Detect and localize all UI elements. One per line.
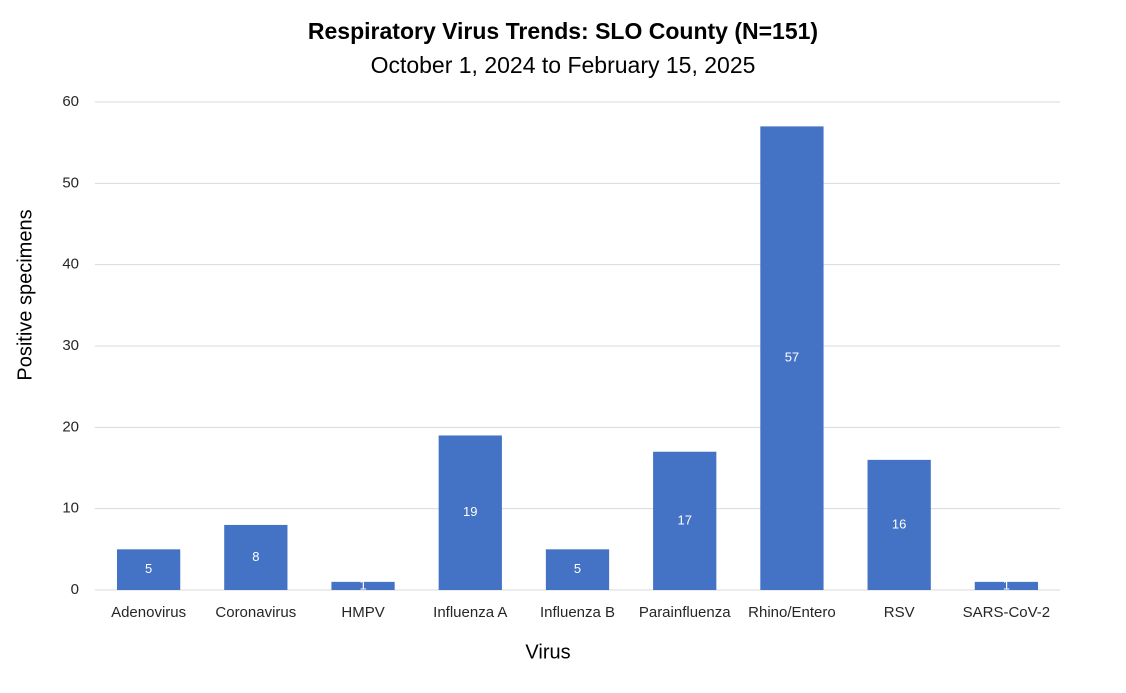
data-label: 57 <box>785 350 799 365</box>
y-tick-label: 20 <box>62 418 79 435</box>
x-tick-label: SARS-CoV-2 <box>963 604 1051 621</box>
x-tick-label: Coronavirus <box>215 604 296 621</box>
x-tick-label: Adenovirus <box>111 604 186 621</box>
x-tick-label: RSV <box>884 604 915 621</box>
data-label: 8 <box>252 549 259 564</box>
y-tick-label: 40 <box>62 256 79 273</box>
y-tick-label: 30 <box>62 337 79 354</box>
bar <box>653 451 717 590</box>
x-tick-label: HMPV <box>341 604 384 621</box>
bar <box>438 435 502 590</box>
bar <box>545 549 610 590</box>
bar <box>116 549 181 590</box>
bar <box>974 581 1039 590</box>
y-tick-label: 50 <box>62 174 79 191</box>
x-tick-label: Influenza B <box>540 604 615 621</box>
chart-subtitle: October 1, 2024 to February 15, 2025 <box>371 52 756 78</box>
x-tick-label: Influenza A <box>433 604 507 621</box>
bar <box>867 459 931 590</box>
bar <box>224 524 288 590</box>
data-label: 19 <box>463 504 477 519</box>
data-label: 1 <box>359 577 366 592</box>
x-tick-label: Rhino/Entero <box>748 604 836 621</box>
chart-title: Respiratory Virus Trends: SLO County (N=… <box>308 18 818 44</box>
data-label: 1 <box>1003 577 1010 592</box>
data-label: 5 <box>145 561 152 576</box>
x-tick-label: Parainfluenza <box>639 604 731 621</box>
y-tick-label: 10 <box>62 500 79 517</box>
bar <box>331 581 395 590</box>
data-label: 5 <box>574 561 581 576</box>
data-label: 16 <box>892 516 906 531</box>
bar <box>760 126 824 591</box>
y-axis-label: Positive specimens <box>14 209 36 380</box>
y-tick-label: 60 <box>62 93 79 110</box>
x-axis-label: Virus <box>525 641 570 663</box>
data-label: 17 <box>677 512 691 527</box>
y-tick-label: 0 <box>71 581 79 598</box>
